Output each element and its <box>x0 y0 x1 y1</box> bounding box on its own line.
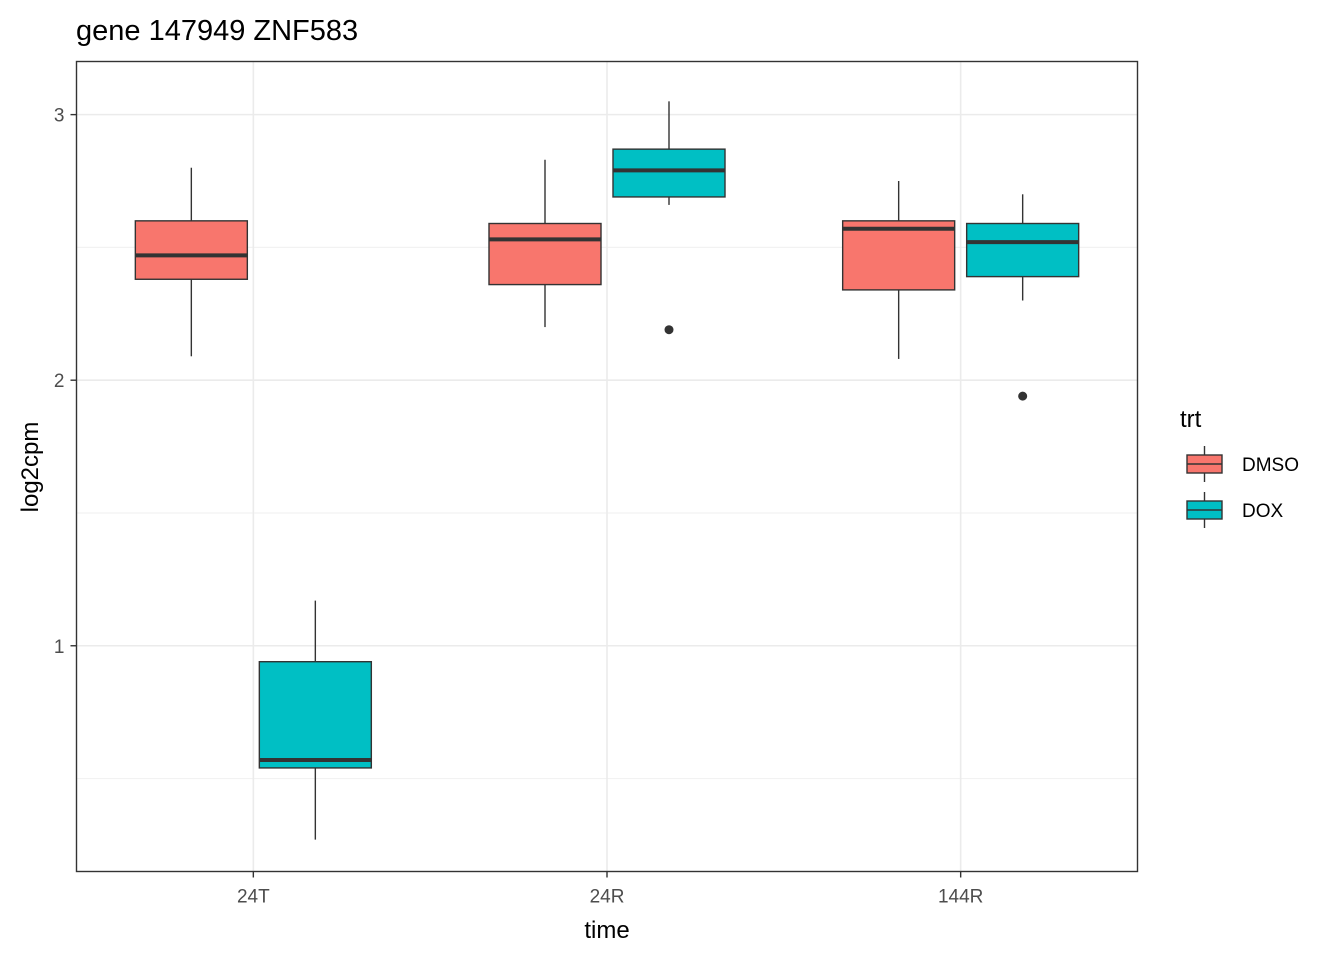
box-iqr <box>841 220 956 291</box>
boxplot-dox-24t <box>258 600 373 840</box>
legend-item-dox: DOX <box>1186 492 1284 528</box>
x-tick-label: 24T <box>237 887 270 908</box>
legend: trt DMSO DOX <box>1180 406 1299 528</box>
y-tick-label: 3 <box>54 106 65 127</box>
legend-item-dmso: DMSO <box>1186 446 1299 482</box>
y-tick-label: 1 <box>54 637 65 658</box>
y-axis: 1 2 3 <box>54 106 77 658</box>
outlier-point <box>1018 391 1028 401</box>
boxplot-dmso-144r <box>841 181 956 359</box>
boxplot-dmso-24r <box>488 159 602 328</box>
boxplots <box>134 101 1080 840</box>
box-iqr <box>258 660 373 769</box>
x-tick-label: 24R <box>590 887 625 908</box>
box-iqr <box>488 222 602 286</box>
boxplot-dox-24r <box>612 101 726 335</box>
box-iqr <box>612 148 726 198</box>
grid-major <box>76 61 1138 872</box>
x-axis-title: time <box>584 917 629 944</box>
legend-title: trt <box>1180 406 1202 433</box>
legend-label: DOX <box>1242 501 1284 522</box>
outlier-point <box>664 325 674 335</box>
y-axis-title: log2cpm <box>17 422 44 513</box>
boxplot-dmso-24t <box>134 167 249 357</box>
x-tick-label: 144R <box>938 887 983 908</box>
legend-label: DMSO <box>1242 455 1299 476</box>
plot-title: gene 147949 ZNF583 <box>76 15 358 47</box>
box-iqr <box>965 222 1080 278</box>
boxplot-dox-144r <box>965 194 1080 401</box>
y-tick-label: 2 <box>54 371 65 392</box>
box-iqr <box>134 220 249 280</box>
x-axis: 24T 24R 144R <box>237 871 983 908</box>
